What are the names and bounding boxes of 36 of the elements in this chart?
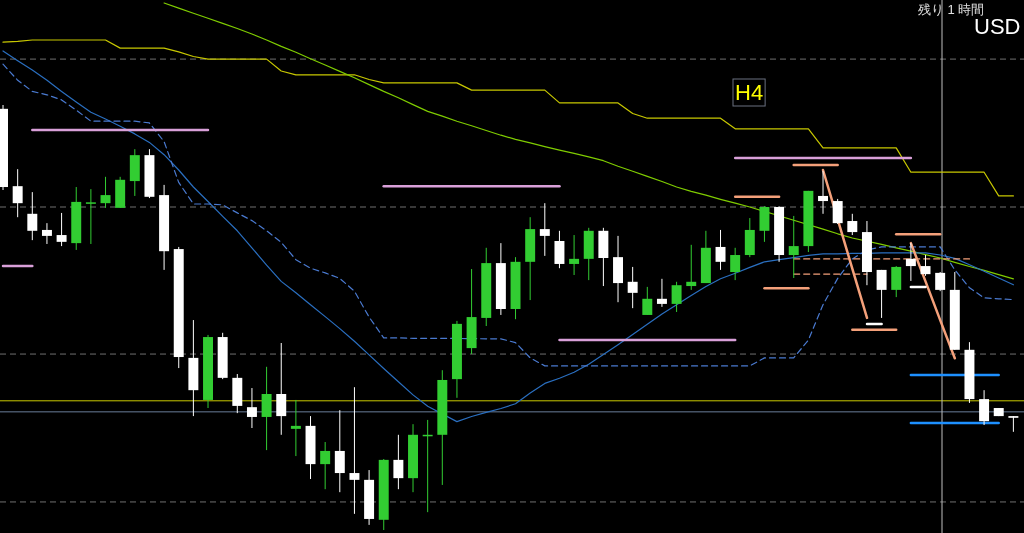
candlestick [627, 266, 638, 309]
candlestick [334, 409, 345, 493]
candlestick [261, 366, 272, 451]
candlestick [27, 191, 38, 241]
candlestick [832, 198, 843, 225]
candlestick [979, 389, 990, 426]
candlestick [656, 278, 667, 308]
candlestick [100, 176, 111, 209]
candlestick [554, 230, 565, 269]
candlestick [920, 254, 931, 277]
candlestick [569, 234, 580, 276]
candlestick [393, 434, 404, 490]
candlestick [715, 229, 726, 271]
candlestick [56, 212, 67, 247]
candlestick [539, 202, 550, 257]
candlestick [642, 286, 653, 316]
candlestick [905, 242, 916, 282]
candlestick [847, 213, 858, 236]
candlestick [85, 188, 96, 245]
candlestick [41, 222, 52, 245]
candlestick [935, 271, 946, 292]
candlestick [12, 168, 23, 218]
candlestick [686, 244, 697, 291]
candlestick [671, 281, 682, 313]
candlestick [349, 386, 360, 515]
candlestick [730, 247, 741, 281]
text: 残り 1 時間 [918, 2, 985, 17]
candlestick [876, 269, 887, 319]
candlestick [891, 265, 902, 298]
candlestick [759, 205, 770, 243]
candlestick [276, 342, 287, 436]
candlestick [246, 387, 257, 429]
candlestick [788, 215, 799, 279]
candlestick [290, 399, 301, 457]
candlestick [320, 441, 331, 490]
candlestick [818, 170, 828, 215]
